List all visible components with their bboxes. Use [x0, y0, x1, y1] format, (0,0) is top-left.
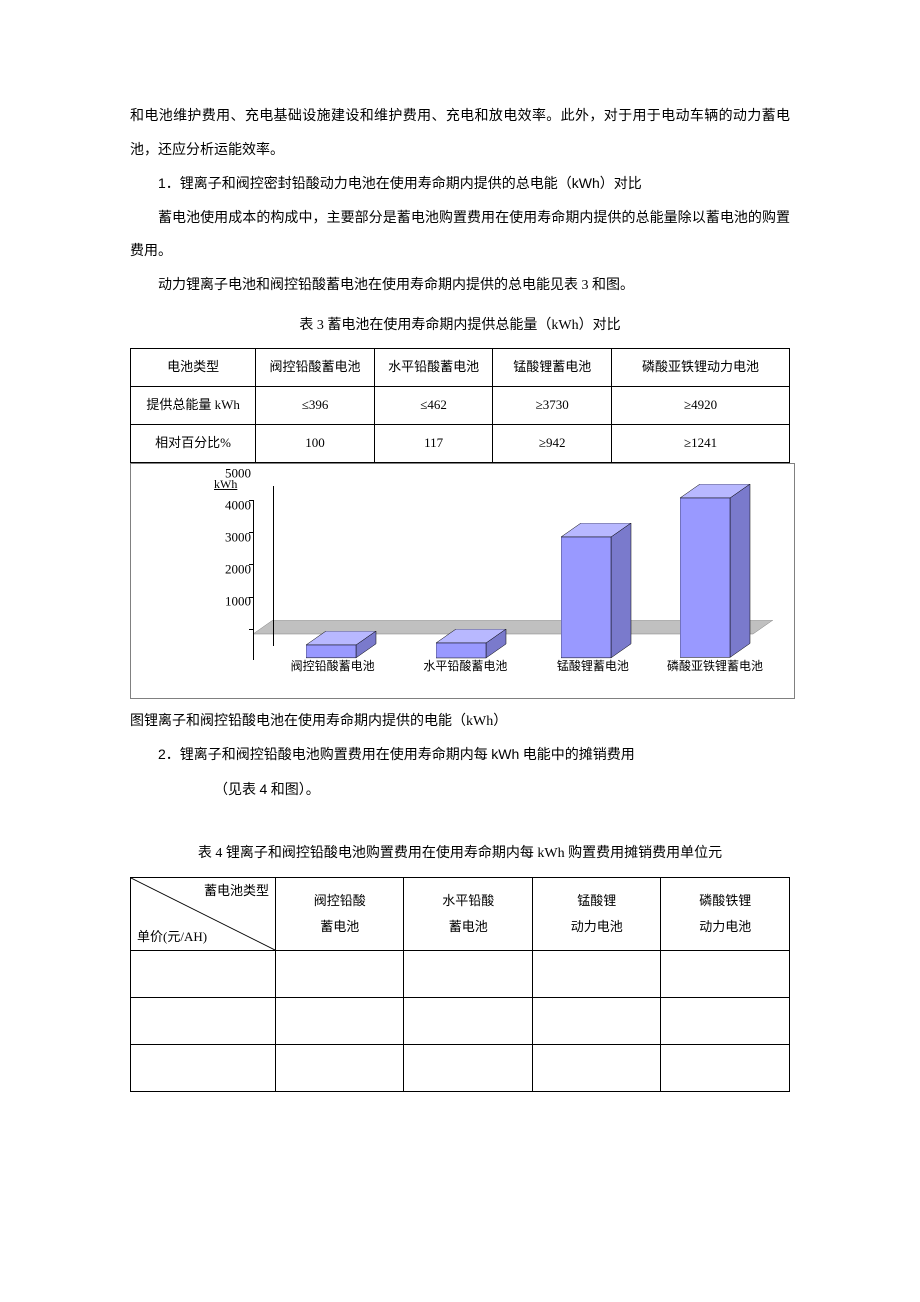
table-cell	[532, 1044, 661, 1091]
table-cell	[532, 997, 661, 1044]
y-tick-label: 1000	[171, 594, 251, 607]
table-cell: ≤462	[374, 386, 493, 424]
x-tick-label: 锰酸锂蓄电池	[557, 652, 629, 681]
x-tick-label: 阀控铅酸蓄电池	[291, 652, 375, 681]
table-cell: ≤396	[256, 386, 375, 424]
table-header: 电池类型	[131, 349, 256, 387]
table-header: 阀控铅酸蓄电池	[275, 877, 404, 950]
section-title-b: 电能中的摊销费用	[519, 748, 635, 763]
section-title-a: ．锂离子和阀控密封铅酸动力电池在使用寿命期内提供的总电能（	[166, 177, 572, 192]
table-row	[131, 950, 790, 997]
paragraph: 动力锂离子电池和阀控铅酸蓄电池在使用寿命期内提供的总电能见表 3 和图。	[130, 269, 790, 303]
table-cell	[131, 950, 276, 997]
table-3-caption: 表 3 蓄电池在使用寿命期内提供总能量（kWh）对比	[130, 309, 790, 343]
table-4: 蓄电池类型单价(元/AH)阀控铅酸蓄电池水平铅酸蓄电池锰酸锂动力电池磷酸铁锂动力…	[130, 877, 790, 1092]
table-header: 锰酸锂动力电池	[532, 877, 661, 950]
energy-bar-chart: kWh 50004000300020001000 阀控铅酸蓄电池水平铅酸蓄电池锰…	[130, 463, 795, 699]
y-axis: 50004000300020001000	[161, 486, 251, 646]
table-cell	[661, 950, 790, 997]
table-cell: ≥3730	[493, 386, 612, 424]
table-header: 水平铅酸蓄电池	[374, 349, 493, 387]
table-cell	[532, 950, 661, 997]
table-header: 磷酸亚铁锂动力电池	[612, 349, 790, 387]
section-number: 1	[158, 175, 166, 191]
diagonal-header: 蓄电池类型单价(元/AH)	[131, 877, 276, 950]
diag-bot-label: 单价(元/AH)	[137, 928, 207, 946]
table-cell	[275, 1044, 404, 1091]
table-cell: ≥1241	[612, 424, 790, 462]
page: 和电池维护费用、充电基础设施建设和维护费用、充电和放电效率。此外，对于用于电动车…	[0, 0, 920, 1152]
table-header: 阀控铅酸蓄电池	[256, 349, 375, 387]
section-title-a: ．锂离子和阀控铅酸电池购置费用在使用寿命期内每	[166, 748, 492, 763]
x-tick-label: 水平铅酸蓄电池	[423, 652, 507, 681]
table-cell	[131, 997, 276, 1044]
section-2-heading: 2．锂离子和阀控铅酸电池购置费用在使用寿命期内每 kWh 电能中的摊销费用	[130, 738, 790, 773]
chart-bar	[561, 523, 633, 660]
table-row: 提供总能量 kWh≤396≤462≥3730≥4920	[131, 386, 790, 424]
y-tick-label: 3000	[171, 530, 251, 543]
table-cell: 相对百分比%	[131, 424, 256, 462]
paragraph: 和电池维护费用、充电基础设施建设和维护费用、充电和放电效率。此外，对于用于电动车…	[130, 100, 790, 167]
table-header: 磷酸铁锂动力电池	[661, 877, 790, 950]
table-cell	[404, 997, 533, 1044]
kwh-label: kWh	[491, 746, 519, 762]
table-cell	[661, 1044, 790, 1091]
section-title-b: ）对比	[600, 177, 642, 192]
diag-top-label: 蓄电池类型	[204, 882, 269, 900]
x-tick-label: 磷酸亚铁锂蓄电池	[667, 652, 763, 681]
table-cell	[131, 1044, 276, 1091]
section-number: 2	[158, 746, 166, 762]
table-cell: 提供总能量 kWh	[131, 386, 256, 424]
see-table-note: （见表 4 和图）。	[130, 773, 790, 808]
table-4-caption: 表 4 锂离子和阀控铅酸电池购置费用在使用寿命期内每 kWh 购置费用摊销费用单…	[130, 837, 790, 871]
y-tick-label: 4000	[171, 498, 251, 511]
table-row	[131, 997, 790, 1044]
table-header: 水平铅酸蓄电池	[404, 877, 533, 950]
table-cell	[661, 997, 790, 1044]
y-tick-label: 2000	[171, 562, 251, 575]
table-cell: ≥4920	[612, 386, 790, 424]
kwh-label: kWh	[572, 175, 600, 191]
table-cell: 100	[256, 424, 375, 462]
figure-caption: 图锂离子和阀控铅酸电池在使用寿命期内提供的电能（kWh）	[130, 705, 790, 739]
x-axis-labels: 阀控铅酸蓄电池水平铅酸蓄电池锰酸锂蓄电池磷酸亚铁锂蓄电池	[253, 652, 784, 674]
table-cell	[275, 950, 404, 997]
paragraph: 蓄电池使用成本的构成中，主要部分是蓄电池购置费用在使用寿命期内提供的总能量除以蓄…	[130, 202, 790, 269]
y-tick-label: 5000	[171, 466, 251, 479]
table-cell	[404, 1044, 533, 1091]
table-cell: 117	[374, 424, 493, 462]
table-cell: ≥942	[493, 424, 612, 462]
table-cell	[404, 950, 533, 997]
table-header: 锰酸锂蓄电池	[493, 349, 612, 387]
table-3: 电池类型阀控铅酸蓄电池水平铅酸蓄电池锰酸锂蓄电池磷酸亚铁锂动力电池 提供总能量 …	[130, 348, 790, 462]
table-cell	[275, 997, 404, 1044]
chart-plot	[253, 486, 784, 646]
chart-bar	[680, 484, 752, 659]
table-row: 相对百分比%100117≥942≥1241	[131, 424, 790, 462]
section-1-heading: 1．锂离子和阀控密封铅酸动力电池在使用寿命期内提供的总电能（kWh）对比	[130, 167, 790, 202]
table-row	[131, 1044, 790, 1091]
